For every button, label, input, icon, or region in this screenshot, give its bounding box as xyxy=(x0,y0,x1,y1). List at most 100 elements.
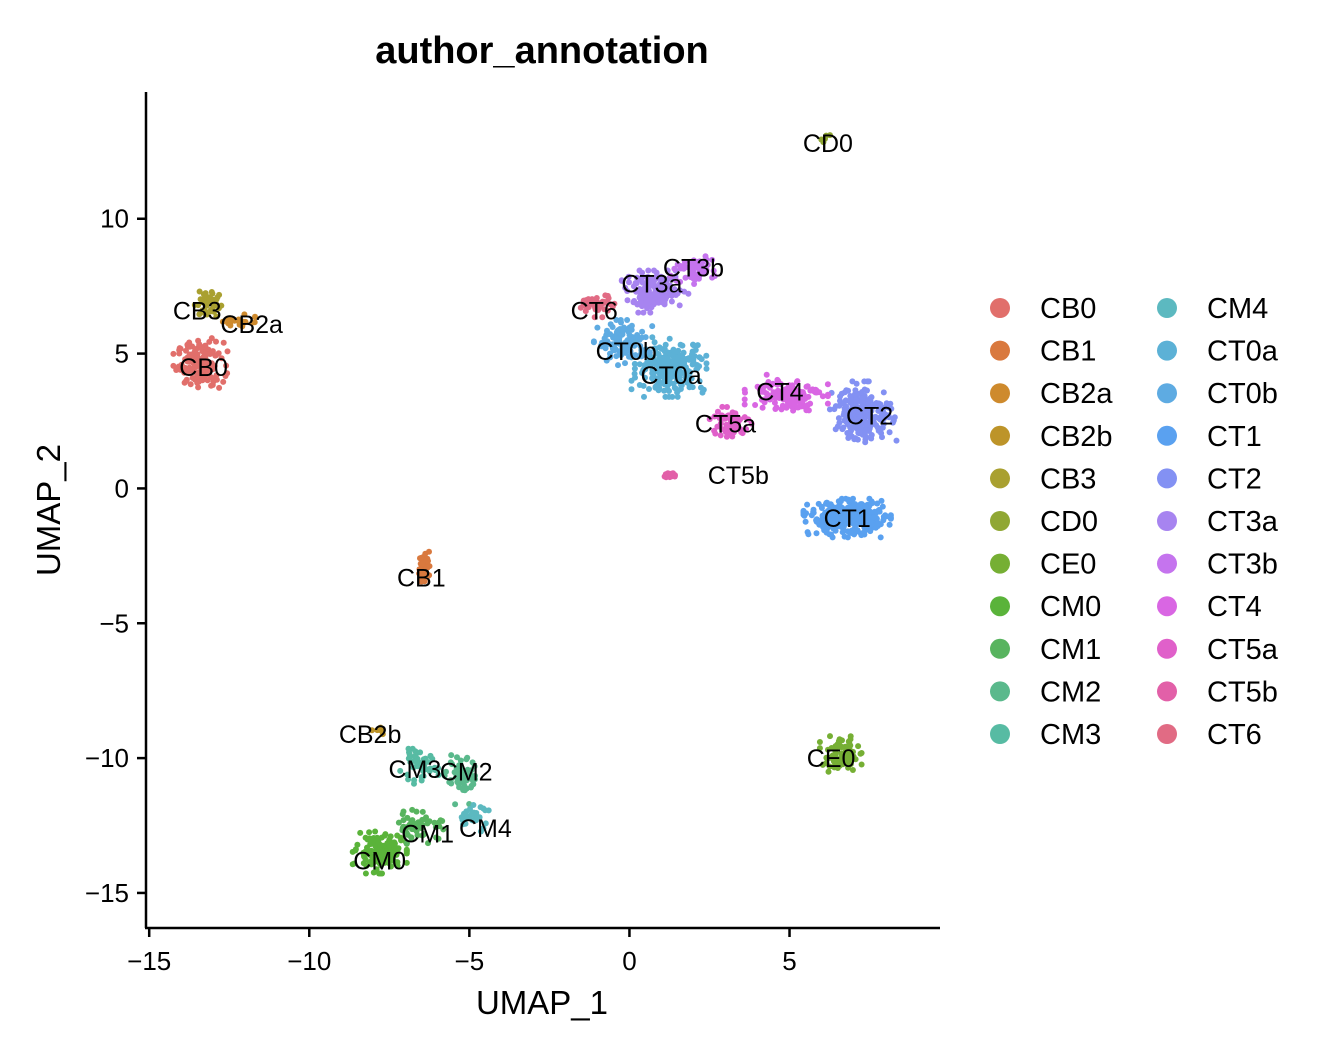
data-point xyxy=(805,393,812,400)
data-point xyxy=(667,282,674,289)
data-point xyxy=(883,403,889,410)
data-point xyxy=(252,313,258,320)
data-point xyxy=(861,529,868,536)
data-point xyxy=(701,264,707,271)
data-point xyxy=(690,342,697,349)
data-point xyxy=(638,353,645,360)
data-point xyxy=(622,360,628,367)
data-point xyxy=(645,274,652,280)
y-tick-label: −10 xyxy=(85,743,129,773)
data-point xyxy=(636,286,643,292)
data-point xyxy=(820,524,827,531)
data-point xyxy=(738,429,745,436)
legend-label: CM3 xyxy=(1040,719,1101,751)
data-point xyxy=(681,288,688,295)
data-point xyxy=(405,776,412,783)
data-point xyxy=(213,338,219,345)
data-point xyxy=(848,416,855,423)
cluster-points-ct3b xyxy=(667,253,718,287)
data-point xyxy=(804,501,811,508)
data-point xyxy=(631,365,638,372)
data-point xyxy=(218,355,225,362)
data-point xyxy=(698,356,705,363)
data-point xyxy=(186,343,193,350)
legend-swatch xyxy=(1157,468,1177,489)
data-point xyxy=(693,366,700,373)
legend-swatch xyxy=(1157,638,1177,659)
data-point xyxy=(773,404,780,411)
cluster-label-cb1: CB1 xyxy=(397,564,446,592)
data-point xyxy=(170,350,177,357)
data-point xyxy=(847,424,854,431)
data-point xyxy=(886,521,893,528)
data-point xyxy=(202,290,209,297)
data-point xyxy=(849,410,856,417)
data-point xyxy=(618,331,625,338)
data-point xyxy=(354,841,361,848)
data-point xyxy=(801,512,808,519)
data-point xyxy=(429,755,436,762)
data-point xyxy=(379,731,386,738)
data-point xyxy=(698,384,704,391)
data-point xyxy=(351,860,358,867)
cluster-points-ct2 xyxy=(826,378,900,446)
data-point xyxy=(210,296,217,303)
data-point xyxy=(809,386,816,393)
chart-title: author_annotation xyxy=(375,30,709,72)
data-point xyxy=(383,853,390,860)
data-point xyxy=(824,393,831,400)
data-point xyxy=(858,761,865,768)
data-point xyxy=(421,578,428,585)
legend-swatch xyxy=(990,468,1010,489)
data-point xyxy=(646,292,653,299)
data-point xyxy=(362,870,369,877)
legend-label: CM4 xyxy=(1207,293,1268,325)
data-point xyxy=(664,292,671,299)
data-point xyxy=(628,342,635,349)
data-point xyxy=(591,314,598,321)
data-point xyxy=(443,768,449,775)
data-point xyxy=(702,253,709,260)
data-point xyxy=(676,302,683,309)
data-point xyxy=(691,281,698,287)
data-point xyxy=(700,269,707,276)
data-point xyxy=(861,386,868,393)
data-point xyxy=(409,806,416,813)
data-point xyxy=(823,132,830,139)
data-point xyxy=(862,502,869,509)
data-point xyxy=(406,821,413,828)
data-point xyxy=(598,342,605,349)
legend-item-cd0: CD0 xyxy=(990,506,1098,538)
data-point xyxy=(678,381,684,388)
data-point xyxy=(729,433,736,440)
legend-label: CE0 xyxy=(1040,549,1096,581)
data-point xyxy=(362,848,369,855)
data-point xyxy=(462,820,469,827)
data-point xyxy=(188,355,195,362)
legend-label: CT4 xyxy=(1207,591,1262,623)
data-point xyxy=(774,381,781,388)
y-tick-label: 5 xyxy=(115,339,129,369)
legend-label: CT1 xyxy=(1207,421,1262,453)
data-point xyxy=(593,303,600,310)
data-point xyxy=(195,384,202,391)
data-point xyxy=(836,510,843,517)
data-point xyxy=(659,299,666,306)
data-point xyxy=(213,313,220,320)
data-point xyxy=(741,386,748,393)
data-point xyxy=(417,555,423,562)
data-point xyxy=(416,566,423,573)
data-point xyxy=(624,297,631,304)
data-point xyxy=(696,258,703,265)
data-point xyxy=(843,403,850,410)
data-point xyxy=(436,823,443,830)
data-point xyxy=(468,810,475,817)
data-point xyxy=(394,832,401,839)
data-point xyxy=(372,828,379,835)
legend-item-cm1: CM1 xyxy=(990,634,1101,666)
data-point xyxy=(741,401,748,408)
data-point xyxy=(813,530,820,537)
data-point xyxy=(675,370,681,376)
data-point xyxy=(759,404,766,411)
